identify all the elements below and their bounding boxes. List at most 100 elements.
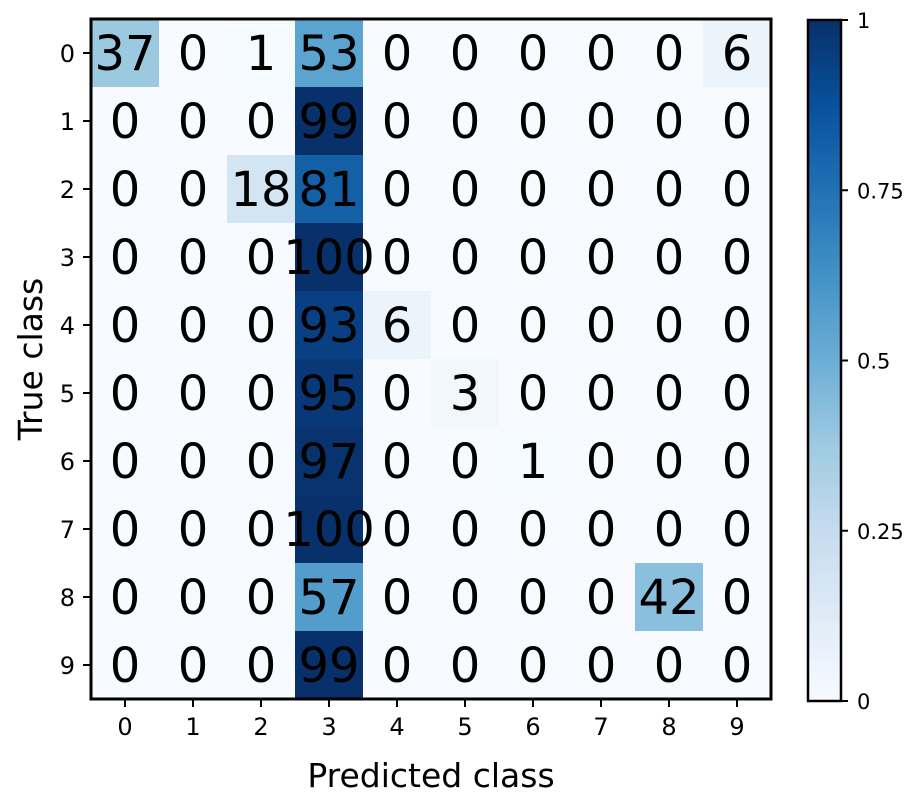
heatmap-cell-label: 0: [246, 94, 277, 150]
heatmap-cell: [567, 631, 635, 699]
heatmap-cell: [703, 87, 771, 155]
heatmap-cell: [703, 223, 771, 291]
heatmap-cell-label: 0: [518, 638, 549, 694]
heatmap-cell-label: 0: [518, 26, 549, 82]
heatmap-cell-label: 6: [382, 298, 413, 354]
heatmap-cell: [159, 223, 227, 291]
heatmap-cell: [499, 223, 567, 291]
heatmap-cell: [703, 495, 771, 563]
heatmap-cell-label: 0: [382, 94, 413, 150]
x-tick-label: 6: [525, 713, 540, 741]
heatmap-cell-label: 3: [450, 366, 481, 422]
heatmap-cell: [431, 359, 499, 427]
colorbar-tick-label: 1: [857, 9, 870, 33]
x-tick-label: 5: [457, 713, 472, 741]
heatmap-cell: [431, 19, 499, 87]
colorbar-tick-label: 0.75: [857, 179, 904, 203]
heatmap-cell: [227, 155, 295, 223]
heatmap-cell-label: 0: [518, 298, 549, 354]
colorbar-tick-label: 0.5: [857, 350, 890, 374]
heatmap-cell: [295, 631, 363, 699]
heatmap-cell: [703, 631, 771, 699]
heatmap-cell: [159, 291, 227, 359]
y-tick-label: 6: [60, 448, 75, 476]
heatmap-cell: [159, 19, 227, 87]
heatmap-cell: [567, 223, 635, 291]
heatmap-cell: [363, 427, 431, 495]
heatmap-cell: [91, 631, 159, 699]
heatmap-cell-label: 0: [382, 502, 413, 558]
heatmap-cell-label: 0: [518, 162, 549, 218]
heatmap-cell: [635, 19, 703, 87]
heatmap-cell: [499, 87, 567, 155]
heatmap-cell-label: 1: [518, 434, 549, 490]
heatmap-cell-label: 0: [586, 230, 617, 286]
heatmap-cell: [499, 155, 567, 223]
heatmap-cell-label: 0: [110, 434, 141, 490]
heatmap-cell: [295, 563, 363, 631]
heatmap-cell-label: 53: [298, 26, 359, 82]
heatmap-cell: [159, 427, 227, 495]
heatmap-cell-label: 0: [518, 94, 549, 150]
heatmap-cell: [499, 427, 567, 495]
heatmap-cell-label: 0: [246, 434, 277, 490]
heatmap-cell-label: 0: [654, 366, 685, 422]
heatmap-cell-labels: 37 0 1 53 0 0 0 0 0 60 0 0 99 0 0 0 0 0 00 0 18 81 0 0 0 0 0 00 0 0 10…: [94, 26, 752, 694]
heatmap-cell-label: 0: [654, 638, 685, 694]
heatmap-cell: [499, 563, 567, 631]
heatmap-cell: [363, 631, 431, 699]
heatmap-cell-label: 99: [298, 638, 359, 694]
heatmap-cell: [431, 495, 499, 563]
heatmap-cell: [295, 223, 363, 291]
heatmap-cell-label: 42: [638, 570, 699, 626]
heatmap-cell: [363, 359, 431, 427]
heatmap-cell-label: 0: [722, 366, 753, 422]
heatmap-cell: [567, 19, 635, 87]
heatmap-cell-label: 0: [450, 298, 481, 354]
heatmap-cell: [159, 87, 227, 155]
heatmap-cell-label: 0: [178, 94, 209, 150]
heatmap-cell: [363, 563, 431, 631]
heatmap-cell-label: 0: [246, 366, 277, 422]
heatmap-cell: [567, 291, 635, 359]
heatmap-cell: [567, 495, 635, 563]
heatmap-cell-label: 0: [586, 26, 617, 82]
heatmap-cell-label: 0: [586, 570, 617, 626]
heatmap-cell-label: 0: [450, 502, 481, 558]
colorbar: [806, 18, 843, 703]
heatmap-cell: [703, 155, 771, 223]
y-axis-label: True class: [11, 278, 50, 442]
heatmap-cell-label: 0: [382, 434, 413, 490]
heatmap-cell-label: 0: [722, 230, 753, 286]
heatmap-cell: [295, 359, 363, 427]
heatmap-cell: [567, 427, 635, 495]
x-tick-label: 8: [661, 713, 676, 741]
heatmap-cell: [363, 87, 431, 155]
heatmap-cell-label: 0: [178, 162, 209, 218]
heatmap-cell: [91, 291, 159, 359]
heatmap-cell-label: 0: [110, 298, 141, 354]
heatmap-cell: [91, 427, 159, 495]
heatmap-cell-label: 0: [178, 434, 209, 490]
heatmap-cell-label: 0: [178, 570, 209, 626]
heatmap-cell: [295, 87, 363, 155]
heatmap-cell-label: 0: [654, 26, 685, 82]
heatmap-cell-label: 0: [178, 366, 209, 422]
y-tick-label: 2: [60, 176, 75, 204]
heatmap-cell-label: 0: [722, 298, 753, 354]
heatmap-cell-label: 0: [450, 94, 481, 150]
y-tick-label: 8: [60, 584, 75, 612]
heatmap-cell-label: 0: [654, 162, 685, 218]
heatmap-cell-label: 0: [586, 502, 617, 558]
heatmap-cell-label: 81: [298, 162, 359, 218]
heatmap-cell-label: 0: [654, 94, 685, 150]
heatmap-cell: [295, 19, 363, 87]
heatmap-cell: [91, 87, 159, 155]
heatmap-cell-label: 0: [722, 162, 753, 218]
y-tick-label: 9: [60, 652, 75, 680]
heatmap-cell-label: 57: [298, 570, 359, 626]
heatmap-cell-label: 0: [450, 26, 481, 82]
heatmap-cell-label: 18: [230, 162, 291, 218]
heatmap-cell-label: 93: [298, 298, 359, 354]
heatmap-cell: [635, 223, 703, 291]
